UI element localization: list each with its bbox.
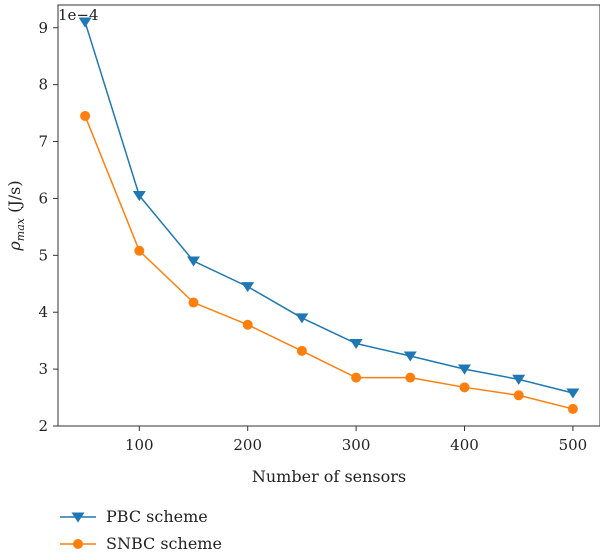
x-tick-label: 300	[342, 436, 371, 454]
y-tick-label: 7	[38, 133, 48, 151]
data-point-snbc-scheme	[296, 345, 307, 356]
legend-marker	[71, 512, 85, 523]
x-tick-label: 500	[559, 436, 588, 454]
data-point-snbc-scheme	[188, 297, 199, 308]
legend-label: PBC scheme	[106, 507, 208, 526]
data-point-snbc-scheme	[242, 319, 253, 330]
data-point-pbc-scheme	[132, 191, 146, 202]
data-point-pbc-scheme	[512, 374, 526, 385]
series-snbc-scheme	[80, 110, 578, 414]
data-point-pbc-scheme	[403, 351, 417, 362]
y-tick-label: 4	[38, 303, 48, 321]
y-tick-label: 5	[38, 246, 48, 264]
data-point-pbc-scheme	[458, 364, 471, 375]
data-point-pbc-scheme	[295, 313, 309, 324]
series-line-pbc-scheme	[84, 21, 574, 394]
y-axis-label-unit: (J/s)	[5, 180, 24, 218]
legend-label: SNBC scheme	[106, 534, 222, 553]
data-point-snbc-scheme	[405, 372, 416, 383]
x-tick-label: 200	[233, 436, 262, 454]
series-pbc-scheme	[78, 17, 580, 399]
offset-text: 1e−4	[58, 6, 99, 24]
y-tick-label: 2	[38, 417, 48, 435]
x-tick-label: 400	[450, 436, 479, 454]
data-point-snbc-scheme	[134, 245, 145, 256]
y-tick-label: 8	[38, 76, 48, 94]
data-point-pbc-scheme	[566, 388, 580, 399]
legend-item-pbc-scheme: PBC scheme	[60, 507, 208, 526]
data-point-snbc-scheme	[567, 403, 578, 414]
data-point-snbc-scheme	[513, 390, 524, 401]
legend-item-snbc-scheme: SNBC scheme	[60, 534, 222, 553]
data-point-snbc-scheme	[80, 110, 91, 121]
y-tick-label: 9	[38, 19, 48, 37]
data-point-snbc-scheme	[459, 382, 470, 393]
data-point-pbc-scheme	[349, 338, 363, 350]
y-tick-label: 6	[38, 189, 48, 207]
legend: PBC scheme SNBC scheme	[60, 507, 222, 553]
legend-marker	[73, 539, 83, 549]
x-axis-label: Number of sensors	[252, 467, 406, 486]
y-axis-label-main: ρ	[5, 241, 24, 252]
y-axis-label-sub: max	[14, 217, 27, 241]
y-tick-label: 3	[38, 360, 48, 378]
x-tick-label: 100	[125, 436, 154, 454]
y-axis-label: ρmax (J/s)	[5, 180, 27, 251]
series-line-snbc-scheme	[84, 115, 574, 410]
data-point-pbc-scheme	[241, 282, 255, 293]
data-point-snbc-scheme	[351, 372, 362, 383]
data-point-pbc-scheme	[78, 17, 92, 28]
plot-frame	[57, 4, 600, 427]
data-point-pbc-scheme	[187, 256, 200, 267]
